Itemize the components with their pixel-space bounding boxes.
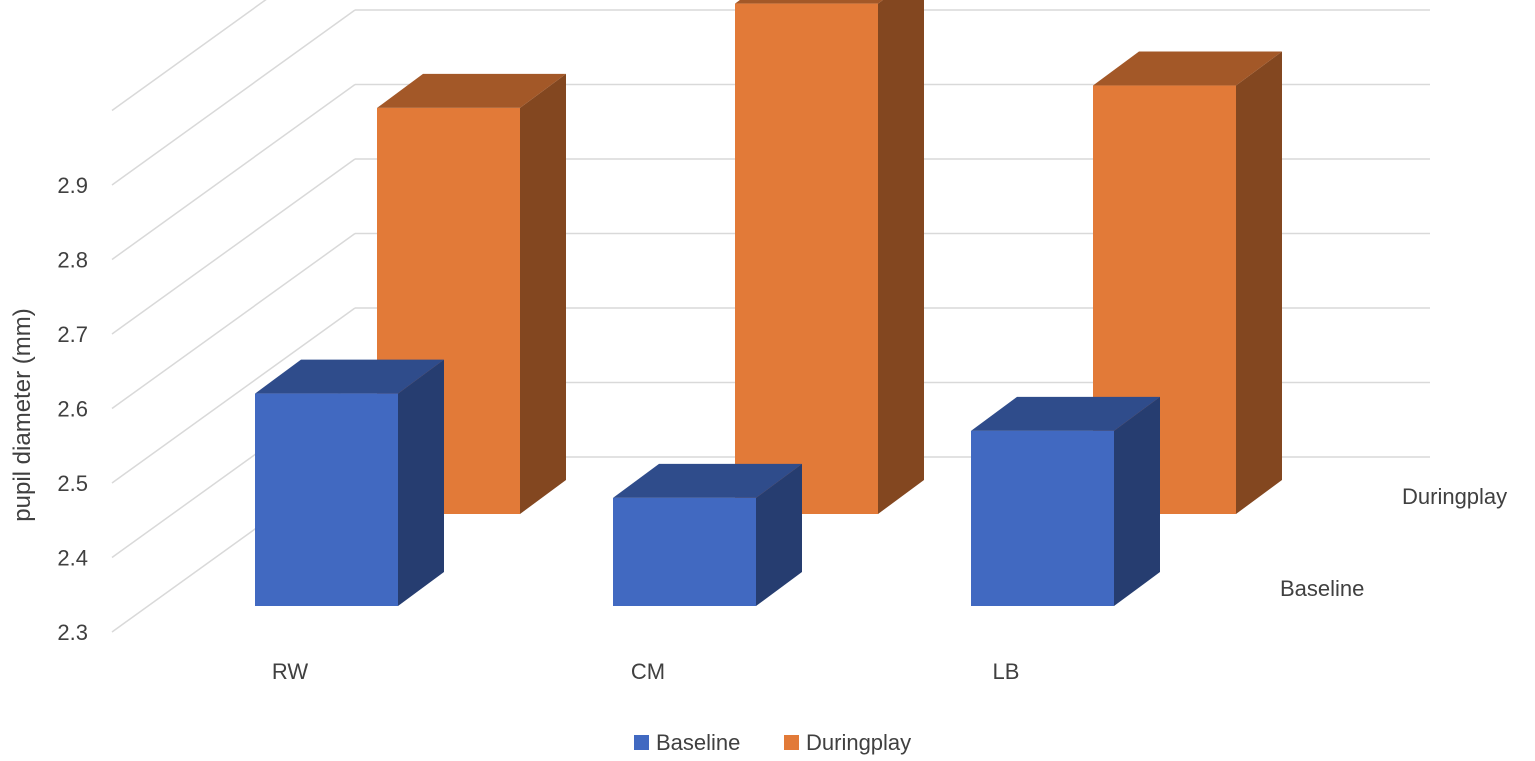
x-category-label: CM (631, 659, 665, 684)
bar-side-face (1114, 396, 1160, 606)
bar-side-face (398, 359, 444, 606)
gridline-side (111, 9, 356, 186)
gridline-side (111, 0, 267, 112)
series-depth-labels: Baseline Duringplay (1280, 484, 1507, 601)
depth-axis-label: Duringplay (1402, 484, 1507, 509)
y-tick-label: 2.9 (57, 173, 88, 198)
bar-baseline-lb (971, 396, 1160, 606)
bar-top-face (255, 359, 444, 394)
category-labels: RW CM LB (272, 659, 1020, 684)
bar-top-face (971, 396, 1160, 431)
bar-side-face (878, 0, 924, 514)
depth-axis-label: Baseline (1280, 576, 1364, 601)
bar-duringplay-cm (735, 0, 924, 514)
bar-front-face (971, 430, 1114, 606)
y-tick-label: 2.5 (57, 471, 88, 496)
bar-front-face (735, 3, 878, 514)
gridline-side (111, 158, 356, 335)
bar-front-face (613, 497, 756, 606)
bar-baseline-rw (255, 359, 444, 606)
bar-side-face (1236, 51, 1282, 515)
y-tick-label: 2.8 (57, 248, 88, 273)
y-axis-ticks: 2.3 2.4 2.5 2.6 2.7 2.8 2.9 (57, 173, 88, 645)
y-tick-label: 2.7 (57, 322, 88, 347)
y-axis-label: pupil diameter (mm) (9, 308, 36, 521)
bars (255, 0, 1282, 606)
bar-side-face (520, 73, 566, 515)
legend: Baseline Duringplay (634, 730, 911, 755)
x-category-label: RW (272, 659, 308, 684)
legend-label: Baseline (656, 730, 740, 755)
bar-baseline-cm (613, 463, 802, 606)
bar-top-face (613, 463, 802, 498)
y-tick-label: 2.3 (57, 620, 88, 645)
bar-top-face (735, 0, 883, 4)
legend-swatch (784, 735, 799, 750)
y-tick-label: 2.4 (57, 546, 88, 571)
bar-side-face (756, 463, 802, 606)
bar-top-face (377, 73, 566, 108)
legend-label: Duringplay (806, 730, 911, 755)
gridline-side (111, 232, 356, 410)
gridline-side (111, 83, 356, 261)
legend-swatch (634, 735, 649, 750)
gridline-side (111, 307, 356, 484)
x-category-label: LB (993, 659, 1020, 684)
y-tick-label: 2.6 (57, 397, 88, 422)
bar-front-face (255, 393, 398, 606)
bar-top-face (1093, 51, 1282, 86)
